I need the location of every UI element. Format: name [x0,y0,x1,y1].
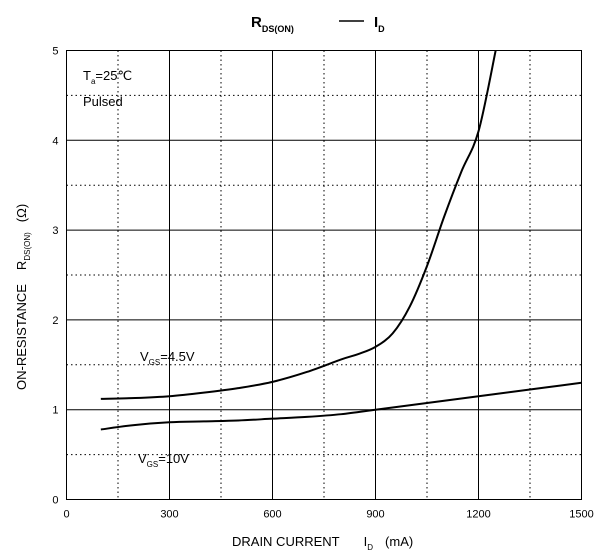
x-tick-label: 900 [366,509,384,521]
x-tick-label: 0 [63,509,69,521]
x-tick-label: 1200 [466,509,490,521]
x-tick-label: 600 [263,509,281,521]
x-tick-label: 1500 [569,509,593,521]
series-line-0 [100,50,497,400]
y-tick-label: 3 [52,225,58,237]
y-tick-label: 0 [52,495,58,507]
y-tick-label: 5 [52,46,58,58]
x-tick-label: 300 [160,509,178,521]
temperature-condition: Ta=25℃ [83,68,132,86]
series-lines [100,50,582,431]
series-label-vgs-10v: VGS=10V [138,451,189,469]
x-tick-labels: 0 300 600 900 1200 1500 [63,509,593,521]
series-line-1 [100,381,582,431]
y-axis-label: ON-RESISTANCERDS(ON)(Ω) [14,204,32,390]
major-grid [66,50,582,500]
minor-grid [66,50,582,500]
y-tick-label: 4 [52,135,58,147]
y-tick-labels: 0 1 2 3 4 5 [52,46,58,507]
chart-title-left: RDS(ON) [251,14,294,34]
y-tick-label: 1 [52,405,58,417]
pulsed-condition: Pulsed [83,94,123,109]
plot-frame [66,50,582,500]
chart-title-right: ID [374,14,385,34]
x-axis-label: DRAIN CURRENT ID (mA) [232,534,413,552]
series-label-vgs-4-5v: VGS=4.5V [140,349,195,367]
y-tick-label: 2 [52,315,58,327]
